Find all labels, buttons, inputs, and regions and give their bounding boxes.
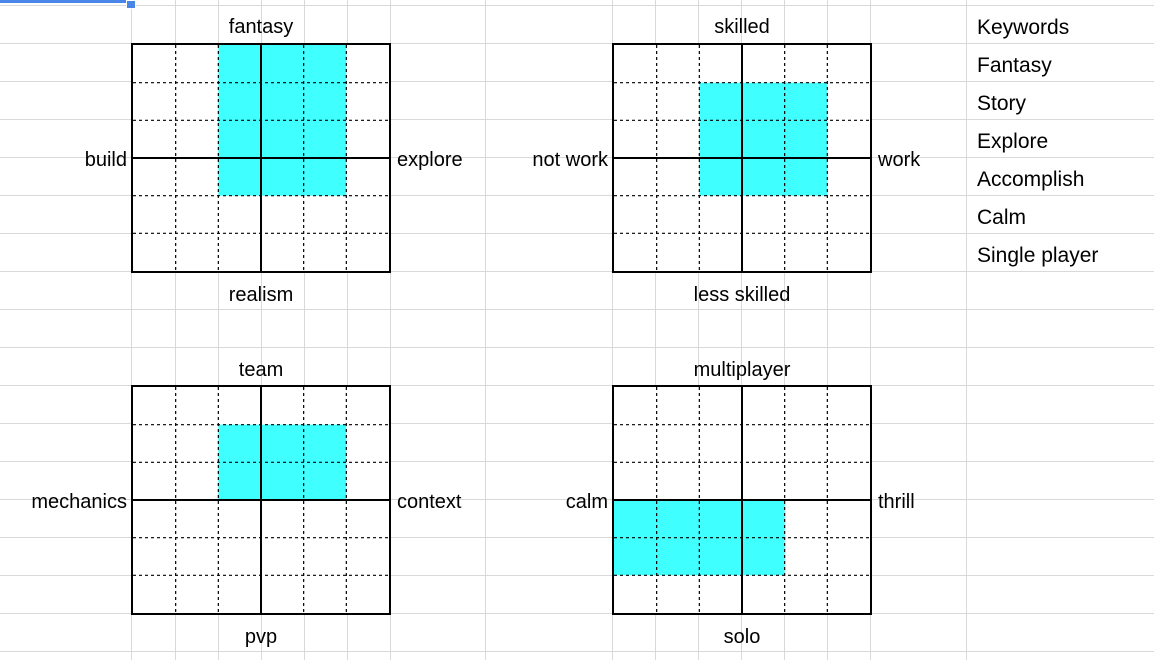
chart-2-left-label: not work bbox=[532, 149, 608, 171]
chart-3-top-label: team bbox=[238, 359, 284, 381]
chart-1-right-label: explore bbox=[397, 149, 463, 171]
chart-3-right-label: context bbox=[397, 491, 462, 513]
keyword-item: Accomplish bbox=[977, 168, 1085, 191]
chart-4-left-label: calm bbox=[565, 491, 608, 513]
chart-2-right-label: work bbox=[878, 149, 921, 171]
keyword-item: Explore bbox=[977, 130, 1049, 153]
keyword-item: Single player bbox=[977, 244, 1099, 267]
highlight-region bbox=[699, 82, 828, 196]
chart-3-left-label: mechanics bbox=[31, 491, 127, 513]
chart-1-quadrant-grid bbox=[131, 43, 391, 273]
chart-4-right-label: thrill bbox=[878, 491, 915, 513]
keyword-item: Fantasy bbox=[977, 54, 1052, 77]
chart-1-bottom-label: realism bbox=[228, 284, 294, 306]
cell-selection-border[interactable] bbox=[0, 0, 128, 3]
chart-1-top-label: fantasy bbox=[228, 16, 294, 38]
keywords-header: Keywords bbox=[977, 16, 1070, 39]
chart-2-bottom-label: less skilled bbox=[693, 284, 791, 306]
chart-2-top-label: skilled bbox=[714, 16, 770, 38]
keyword-item: Story bbox=[977, 92, 1027, 115]
chart-2-quadrant-grid bbox=[612, 43, 872, 273]
chart-1-left-label: build bbox=[84, 149, 127, 171]
selection-fill-handle[interactable] bbox=[126, 0, 136, 9]
keyword-item: Calm bbox=[977, 206, 1027, 229]
chart-3-bottom-label: pvp bbox=[244, 626, 278, 648]
chart-4-top-label: multiplayer bbox=[693, 359, 791, 381]
chart-3-quadrant-grid bbox=[131, 385, 391, 615]
chart-4-quadrant-grid bbox=[612, 385, 872, 615]
chart-4-bottom-label: solo bbox=[723, 626, 761, 648]
